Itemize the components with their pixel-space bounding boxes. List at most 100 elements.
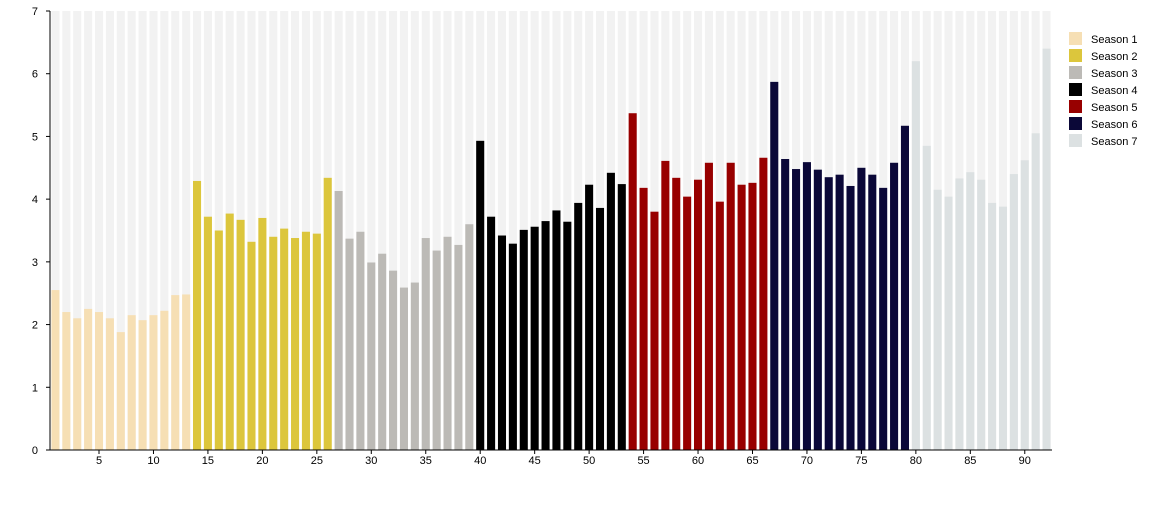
- bar-season-4-ep-47: [552, 210, 561, 450]
- bar-season-7-ep-92: [1042, 48, 1051, 450]
- bar-season-2-ep-14: [193, 180, 202, 450]
- bar-season-4-ep-49: [574, 202, 583, 450]
- bar-season-7-ep-88: [998, 206, 1008, 450]
- bar-season-6-ep-78: [890, 162, 899, 451]
- y-tick-label: 2: [32, 320, 38, 332]
- bar-season-4-ep-42: [497, 235, 507, 450]
- bar-season-6-ep-76: [868, 174, 877, 451]
- bar-season-3-ep-28: [345, 238, 354, 450]
- bar-season-5-ep-62: [715, 201, 724, 450]
- legend-label: Season 1: [1091, 34, 1137, 46]
- bar-season-5-ep-54: [628, 113, 637, 450]
- bar-season-4-ep-52: [606, 172, 615, 450]
- legend-swatch: [1069, 100, 1082, 113]
- bar-season-1-ep-2: [62, 312, 71, 450]
- bar-season-6-ep-75: [857, 167, 866, 451]
- background-bar: [454, 11, 463, 450]
- bar-season-1-ep-7: [116, 332, 125, 450]
- bar-season-2-ep-26: [323, 177, 332, 450]
- y-tick-label: 6: [32, 69, 38, 81]
- bar-season-6-ep-71: [813, 169, 822, 450]
- bar-season-4-ep-46: [541, 221, 550, 450]
- bar-season-6-ep-73: [835, 174, 844, 451]
- bar-season-2-ep-23: [291, 238, 300, 450]
- bar-season-1-ep-10: [149, 315, 158, 450]
- bar-season-3-ep-35: [421, 238, 430, 450]
- bar-season-1-ep-8: [127, 315, 136, 450]
- bar-season-3-ep-31: [378, 253, 387, 450]
- background-bar: [443, 11, 452, 450]
- bar-season-7-ep-90: [1020, 160, 1029, 450]
- bar-season-2-ep-15: [203, 216, 212, 450]
- legend-swatch: [1069, 117, 1082, 130]
- background-bar: [84, 11, 93, 450]
- bar-season-7-ep-86: [977, 179, 986, 451]
- background-bar: [138, 11, 147, 450]
- bar-season-4-ep-44: [519, 229, 528, 450]
- legend-swatch: [1069, 49, 1082, 62]
- bar-season-5-ep-66: [759, 157, 768, 450]
- x-tick-label: 50: [583, 455, 595, 467]
- background-bar: [378, 11, 387, 450]
- y-tick-label: 7: [32, 6, 38, 18]
- background-bar: [182, 11, 191, 450]
- x-tick-label: 30: [365, 455, 377, 467]
- bar-season-4-ep-48: [563, 221, 572, 450]
- x-tick-label: 60: [692, 455, 704, 467]
- background-bar: [389, 11, 398, 450]
- bar-season-2-ep-16: [214, 230, 223, 450]
- bar-season-7-ep-85: [966, 172, 975, 450]
- legend-label: Season 6: [1091, 119, 1137, 131]
- bar-season-1-ep-3: [73, 318, 82, 450]
- background-bar: [160, 11, 169, 450]
- x-tick-label: 45: [529, 455, 541, 467]
- bar-season-6-ep-79: [900, 125, 909, 450]
- background-bar: [312, 11, 321, 450]
- background-bar: [127, 11, 136, 450]
- bar-season-5-ep-56: [650, 211, 659, 450]
- bar-season-1-ep-4: [84, 308, 93, 450]
- background-bar: [432, 11, 441, 450]
- bar-season-3-ep-27: [334, 190, 343, 451]
- bar-season-3-ep-37: [443, 236, 452, 450]
- bar-season-6-ep-67: [770, 81, 779, 451]
- background-bar: [291, 11, 300, 450]
- x-tick-label: 80: [910, 455, 922, 467]
- background-bars: [51, 11, 1051, 450]
- bar-season-6-ep-72: [824, 177, 833, 450]
- background-bar: [399, 11, 408, 450]
- bar-season-5-ep-61: [704, 162, 713, 451]
- bar-season-4-ep-40: [476, 140, 485, 450]
- bar-season-7-ep-81: [922, 145, 931, 451]
- x-tick-label: 75: [855, 455, 867, 467]
- background-bar: [508, 11, 517, 450]
- background-bar: [410, 11, 419, 450]
- bar-season-5-ep-55: [639, 187, 648, 450]
- x-tick-label: 55: [637, 455, 649, 467]
- background-bar: [105, 11, 114, 450]
- bar-season-4-ep-45: [530, 226, 539, 450]
- bar-season-3-ep-33: [399, 287, 408, 450]
- legend-swatch: [1069, 134, 1082, 147]
- x-tick-label: 40: [474, 455, 486, 467]
- bar-season-7-ep-80: [911, 61, 920, 451]
- bar-season-3-ep-39: [465, 224, 474, 450]
- bar-season-7-ep-89: [1009, 174, 1018, 451]
- bar-season-7-ep-82: [933, 189, 942, 450]
- bar-season-4-ep-50: [585, 184, 594, 450]
- background-bar: [149, 11, 158, 450]
- bar-season-5-ep-64: [737, 184, 746, 450]
- x-tick-label: 10: [147, 455, 159, 467]
- bar-season-2-ep-20: [258, 217, 267, 450]
- bar-season-2-ep-22: [280, 228, 289, 450]
- x-tick-label: 70: [801, 455, 813, 467]
- background-bar: [171, 11, 180, 450]
- legend: Season 1 Season 2 Season 3 Season 4 Season 5…: [1069, 32, 1137, 148]
- x-tick-label: 15: [202, 455, 214, 467]
- bar-season-5-ep-60: [694, 179, 703, 451]
- legend-label: Season 2: [1091, 51, 1137, 63]
- legend-label: Season 5: [1091, 102, 1137, 114]
- bar-season-1-ep-6: [105, 318, 114, 450]
- background-bar: [73, 11, 82, 450]
